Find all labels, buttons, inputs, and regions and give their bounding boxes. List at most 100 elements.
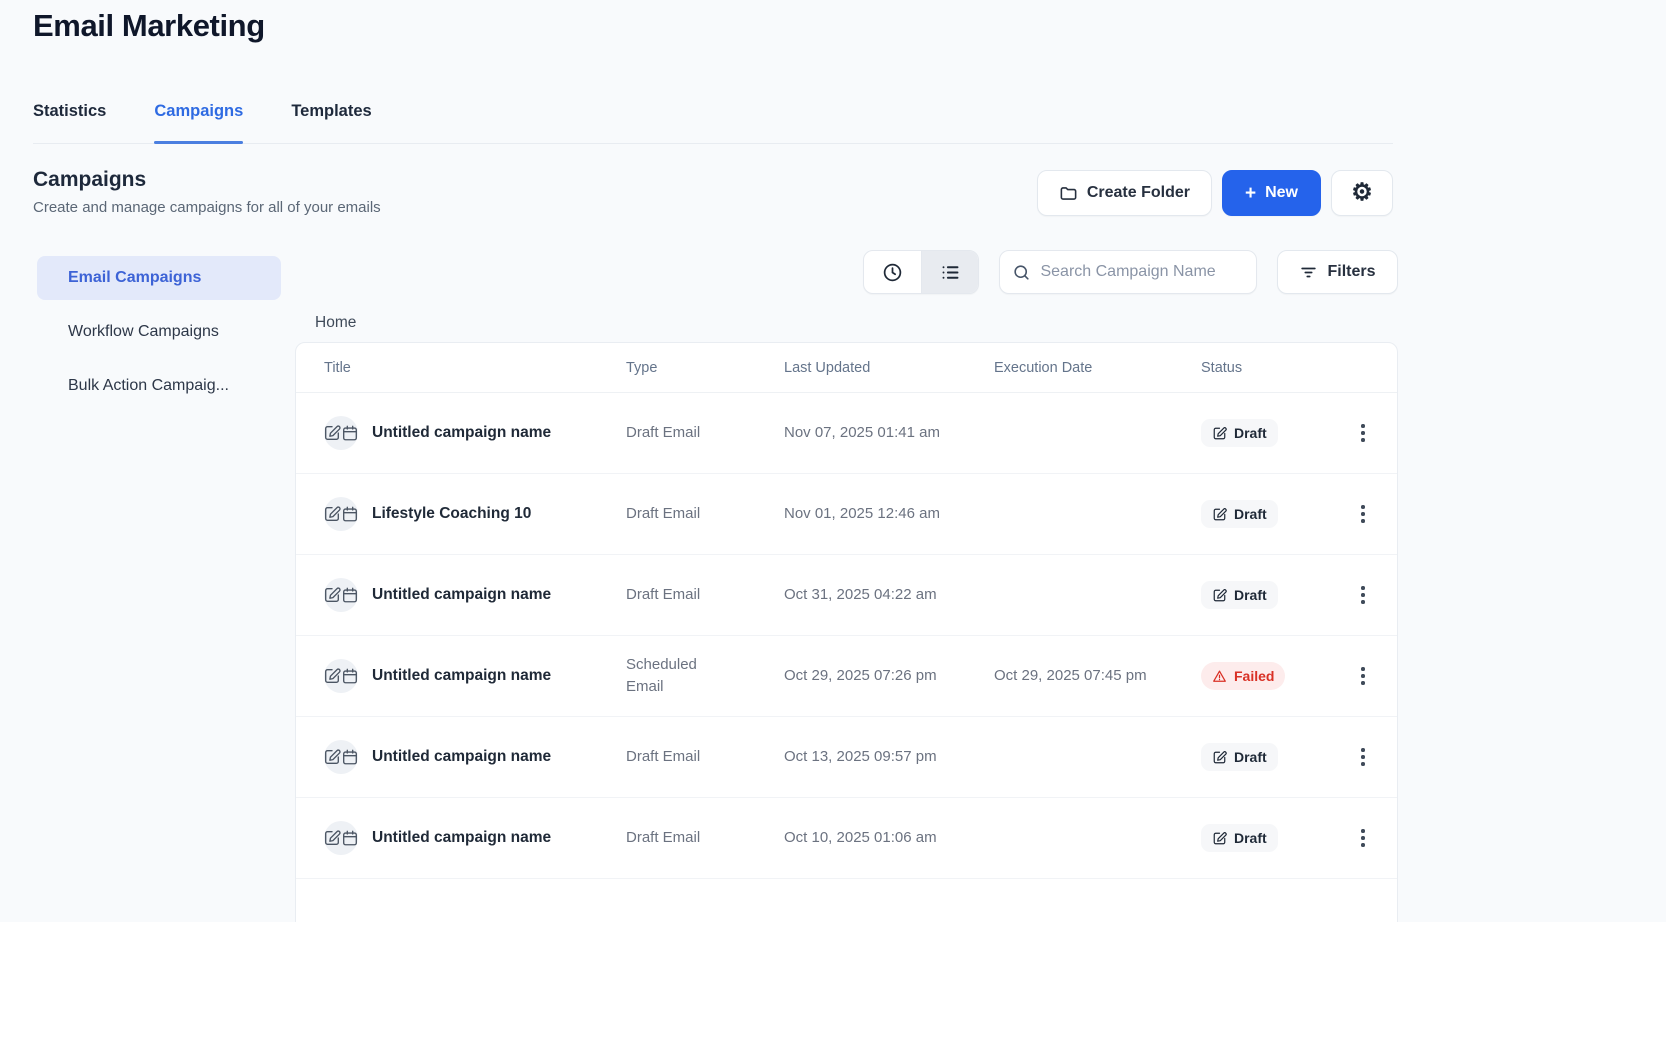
row-menu-button[interactable]	[1351, 578, 1375, 612]
edit-icon	[323, 505, 341, 523]
tab[interactable]: Templates	[291, 102, 371, 143]
last-updated: Oct 31, 2025 04:22 am	[784, 586, 937, 604]
status-cell: Draft Draft	[1201, 419, 1351, 447]
warning-icon	[1212, 669, 1227, 684]
campaign-title: Untitled campaign name	[372, 424, 552, 441]
settings-button[interactable]: ⚙	[1331, 170, 1393, 216]
status-label: Failed	[1234, 668, 1275, 684]
edit-icon	[1212, 750, 1227, 765]
row-menu-button[interactable]	[1351, 416, 1375, 450]
campaign-type: Draft Email	[626, 748, 701, 766]
row-type-icon-circle	[324, 578, 358, 612]
sidebar-item-label: Email Campaigns	[68, 269, 202, 286]
tab-label: Statistics	[33, 102, 107, 120]
row-type-icon-circle	[324, 659, 358, 693]
create-folder-label: Create Folder	[1086, 184, 1190, 201]
edit-icon	[323, 586, 341, 604]
table-row[interactable]: Untitled campaign name Scheduled Email O…	[296, 636, 1397, 717]
table-row[interactable]: Untitled campaign name Draft Email Oct 3…	[296, 555, 1397, 636]
breadcrumb: Home	[315, 314, 357, 331]
campaign-type: Draft Email	[626, 829, 701, 847]
edit-icon	[323, 748, 341, 766]
campaigns-table: Title Type Last Updated Execution Date S…	[295, 342, 1398, 922]
search-campaign-box	[999, 250, 1258, 294]
filter-icon	[1299, 263, 1318, 282]
filters-button[interactable]: Filters	[1277, 250, 1398, 294]
table-row[interactable]: Untitled campaign name Draft Email Oct 1…	[296, 717, 1397, 798]
campaign-type: Scheduled Email	[626, 656, 697, 695]
draft-status-badge: Draft	[1201, 581, 1278, 609]
sidebar-item-label: Workflow Campaigns	[68, 323, 219, 340]
calendar-icon	[341, 424, 359, 442]
table-body: Untitled campaign name Draft Email Nov 0…	[296, 393, 1397, 879]
last-updated: Nov 01, 2025 12:46 am	[784, 505, 940, 523]
sidebar-item[interactable]: Email Campaigns	[37, 256, 281, 300]
table-row[interactable]: Untitled campaign name Draft Email Nov 0…	[296, 393, 1397, 474]
email-marketing-app: Email Marketing Statistics Campaigns Tem…	[33, 8, 1398, 922]
calendar-icon	[341, 748, 359, 766]
row-menu-button[interactable]	[1351, 821, 1375, 855]
campaign-title: Untitled campaign name	[372, 586, 552, 603]
tab[interactable]: Statistics	[33, 102, 106, 143]
table-header-row: Title Type Last Updated Execution Date S…	[296, 343, 1397, 393]
draft-status-badge: Draft	[1201, 419, 1278, 447]
campaign-type: Draft Email	[626, 586, 701, 604]
new-button[interactable]: + New	[1221, 170, 1321, 216]
page-title: Email Marketing	[33, 8, 265, 43]
edit-icon	[323, 667, 341, 685]
schedule-view-toggle[interactable]	[864, 251, 921, 293]
calendar-icon	[341, 829, 359, 847]
status-cell: Failed Failed	[1201, 662, 1351, 690]
last-updated: Nov 07, 2025 01:41 am	[784, 424, 940, 442]
calendar-icon	[341, 586, 359, 604]
new-label: New	[1265, 184, 1298, 201]
list-view-toggle[interactable]	[921, 251, 979, 293]
tab-bar: Statistics Campaigns Templates	[33, 102, 1393, 144]
row-type-icon-circle	[324, 416, 358, 450]
campaign-title: Lifestyle Coaching 10	[372, 505, 532, 522]
col-title: Title	[324, 359, 351, 376]
folder-icon	[1059, 184, 1078, 203]
col-execution-date: Execution Date	[994, 359, 1093, 376]
status-label: Draft	[1234, 506, 1267, 522]
search-campaign-input[interactable]	[1040, 263, 1245, 281]
row-menu-button[interactable]	[1351, 740, 1375, 774]
table-row[interactable]: Lifestyle Coaching 10 Draft Email Nov 01…	[296, 474, 1397, 555]
campaign-title: Untitled campaign name	[372, 748, 552, 765]
last-updated: Oct 29, 2025 07:26 pm	[784, 667, 937, 685]
status-cell: Draft Draft	[1201, 743, 1351, 771]
status-label: Draft	[1234, 425, 1267, 441]
table-row[interactable]: Untitled campaign name Draft Email Oct 1…	[296, 798, 1397, 879]
row-menu-button[interactable]	[1351, 659, 1375, 693]
status-cell: Draft Draft	[1201, 581, 1351, 609]
edit-icon	[323, 829, 341, 847]
gear-icon: ⚙	[1351, 179, 1373, 206]
col-status: Status	[1201, 359, 1243, 376]
list-icon	[940, 262, 961, 283]
sidebar-item[interactable]: Workflow Campaigns	[37, 310, 281, 354]
status-label: Draft	[1234, 587, 1267, 603]
campaign-title: Untitled campaign name	[372, 667, 552, 684]
edit-icon	[1212, 831, 1227, 846]
last-updated: Oct 13, 2025 09:57 pm	[784, 748, 937, 766]
row-type-icon-circle	[324, 740, 358, 774]
status-label: Draft	[1234, 830, 1267, 846]
campaign-type: Draft Email	[626, 424, 701, 442]
edit-icon	[1212, 426, 1227, 441]
col-type: Type	[626, 359, 658, 376]
search-icon	[1012, 263, 1031, 282]
section-title: Campaigns	[33, 168, 147, 191]
row-menu-button[interactable]	[1351, 497, 1375, 531]
view-toggle	[863, 250, 980, 294]
sidebar-item[interactable]: Bulk Action Campaig...	[37, 364, 281, 408]
edit-icon	[323, 424, 341, 442]
row-type-icon-circle	[324, 821, 358, 855]
create-folder-button[interactable]: Create Folder	[1036, 170, 1212, 216]
section-subtitle: Create and manage campaigns for all of y…	[33, 199, 381, 216]
filters-label: Filters	[1327, 263, 1376, 280]
tab[interactable]: Campaigns	[154, 102, 243, 144]
sidebar-item-label: Bulk Action Campaig...	[68, 377, 229, 394]
edit-icon	[1212, 588, 1227, 603]
col-last-updated: Last Updated	[784, 359, 871, 376]
list-toolbar: Filters	[295, 250, 1398, 294]
